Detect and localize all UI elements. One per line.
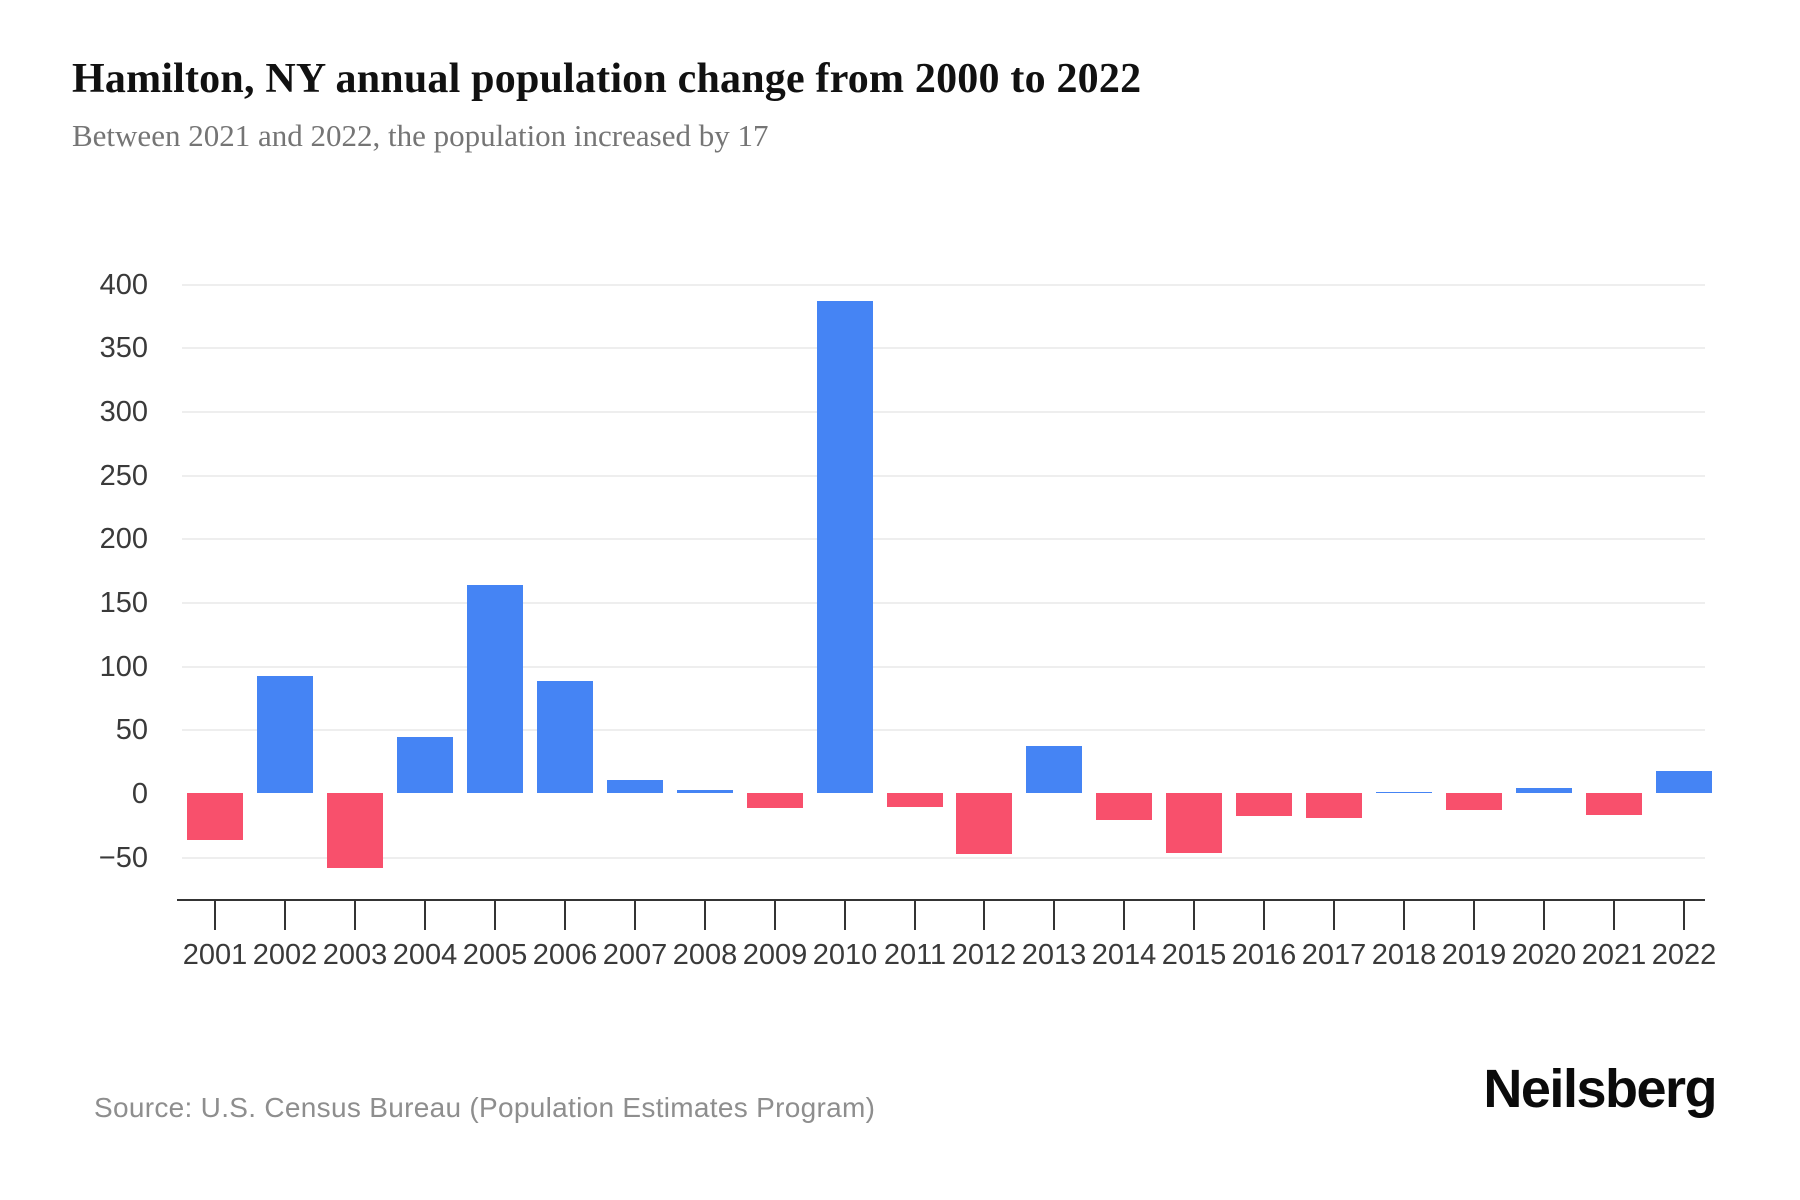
x-axis-tick-label: 2015: [1161, 939, 1227, 971]
x-axis-tick-mark: [1683, 901, 1685, 930]
gridline: [182, 538, 1705, 540]
y-axis-tick-label: 100: [99, 651, 148, 683]
x-axis-tick-mark: [354, 901, 356, 930]
x-axis-tick-mark: [1123, 901, 1125, 930]
y-axis-tick-label: 50: [115, 714, 148, 746]
x-axis-tick-mark: [1613, 901, 1615, 930]
x-axis-tick-mark: [774, 901, 776, 930]
gridline: [182, 666, 1705, 668]
x-axis-tick-label: 2011: [883, 939, 947, 971]
brand-logo: Neilsberg: [1483, 1059, 1717, 1119]
bar-2002: [257, 675, 313, 793]
bar-2009: [747, 793, 803, 809]
bar-2022: [1656, 771, 1712, 793]
bar-2018: [1376, 791, 1432, 793]
x-axis-tick-mark: [704, 901, 706, 930]
y-axis-tick-label: 350: [99, 332, 148, 364]
x-axis-tick-label: 2002: [252, 939, 318, 971]
gridline: [182, 347, 1705, 349]
x-axis-tick-label: 2010: [812, 939, 878, 971]
x-axis-tick-label: 2018: [1371, 939, 1437, 971]
y-axis-tick-label: 250: [99, 460, 148, 492]
x-axis-tick-mark: [1473, 901, 1475, 930]
bar-2020: [1516, 787, 1572, 793]
x-axis-tick-label: 2009: [742, 939, 808, 971]
x-axis-tick-label: 2022: [1651, 939, 1717, 971]
x-axis-tick-mark: [983, 901, 985, 930]
bar-2015: [1166, 793, 1222, 853]
x-axis-tick-label: 2013: [1021, 939, 1087, 971]
chart-subtitle: Between 2021 and 2022, the population in…: [72, 118, 769, 153]
bar-2006: [537, 680, 593, 793]
x-axis-tick-label: 2003: [322, 939, 388, 971]
x-axis-tick-mark: [1543, 901, 1545, 930]
x-axis-tick-label: 2021: [1581, 939, 1647, 971]
y-axis-tick-label: 150: [99, 587, 148, 619]
x-axis-tick-mark: [494, 901, 496, 930]
bar-2021: [1586, 793, 1642, 815]
source-attribution: Source: U.S. Census Bureau (Population E…: [94, 1092, 876, 1123]
x-axis-tick-mark: [284, 901, 286, 930]
x-axis-tick-label: 2005: [462, 939, 528, 971]
bar-2007: [607, 780, 663, 793]
x-axis-tick-label: 2006: [532, 939, 598, 971]
y-axis-tick-label: −50: [98, 842, 148, 874]
gridline: [182, 729, 1705, 731]
bar-2013: [1026, 745, 1082, 793]
x-axis-tick-label: 2007: [602, 939, 668, 971]
x-axis-tick-mark: [1263, 901, 1265, 930]
y-axis-tick-label: 400: [99, 269, 148, 301]
x-axis-tick-mark: [844, 901, 846, 930]
gridline: [182, 475, 1705, 477]
bar-2012: [956, 793, 1012, 855]
x-axis-tick-label: 2008: [672, 939, 738, 971]
bar-2008: [677, 790, 733, 793]
x-axis-tick-label: 2004: [392, 939, 458, 971]
x-axis-tick-mark: [564, 901, 566, 930]
y-axis-tick-label: 200: [99, 523, 148, 555]
bar-2019: [1446, 793, 1502, 810]
x-axis-tick-label: 2020: [1511, 939, 1577, 971]
bar-2017: [1306, 793, 1362, 819]
x-axis-tick-mark: [214, 901, 216, 930]
x-axis-tick-mark: [1333, 901, 1335, 930]
x-axis-tick-label: 2017: [1301, 939, 1367, 971]
x-axis-tick-mark: [1053, 901, 1055, 930]
chart-title: Hamilton, NY annual population change fr…: [72, 56, 1142, 102]
x-axis-tick-label: 2014: [1091, 939, 1157, 971]
x-axis-tick-label: 2001: [182, 939, 248, 971]
bar-2014: [1096, 793, 1152, 820]
gridline: [182, 857, 1705, 859]
x-axis-tick-label: 2012: [951, 939, 1017, 971]
bar-2005: [467, 585, 523, 793]
x-axis-tick-mark: [424, 901, 426, 930]
x-axis-tick-label: 2016: [1231, 939, 1297, 971]
y-axis-tick-label: 300: [99, 396, 148, 428]
bar-2001: [187, 793, 243, 841]
bar-2010: [817, 301, 873, 793]
x-axis-tick-mark: [1193, 901, 1195, 930]
gridline: [182, 284, 1705, 286]
bar-2016: [1236, 793, 1292, 816]
x-axis-tick-mark: [914, 901, 916, 930]
gridline: [182, 411, 1705, 413]
bar-2011: [887, 793, 943, 807]
gridline: [182, 602, 1705, 604]
x-axis-tick-mark: [1403, 901, 1405, 930]
y-axis-tick-label: 0: [131, 778, 148, 810]
x-axis-tick-label: 2019: [1441, 939, 1507, 971]
x-axis-tick-mark: [634, 901, 636, 930]
bar-2003: [327, 793, 383, 869]
x-axis-line: [177, 899, 1705, 901]
bar-2004: [397, 736, 453, 793]
